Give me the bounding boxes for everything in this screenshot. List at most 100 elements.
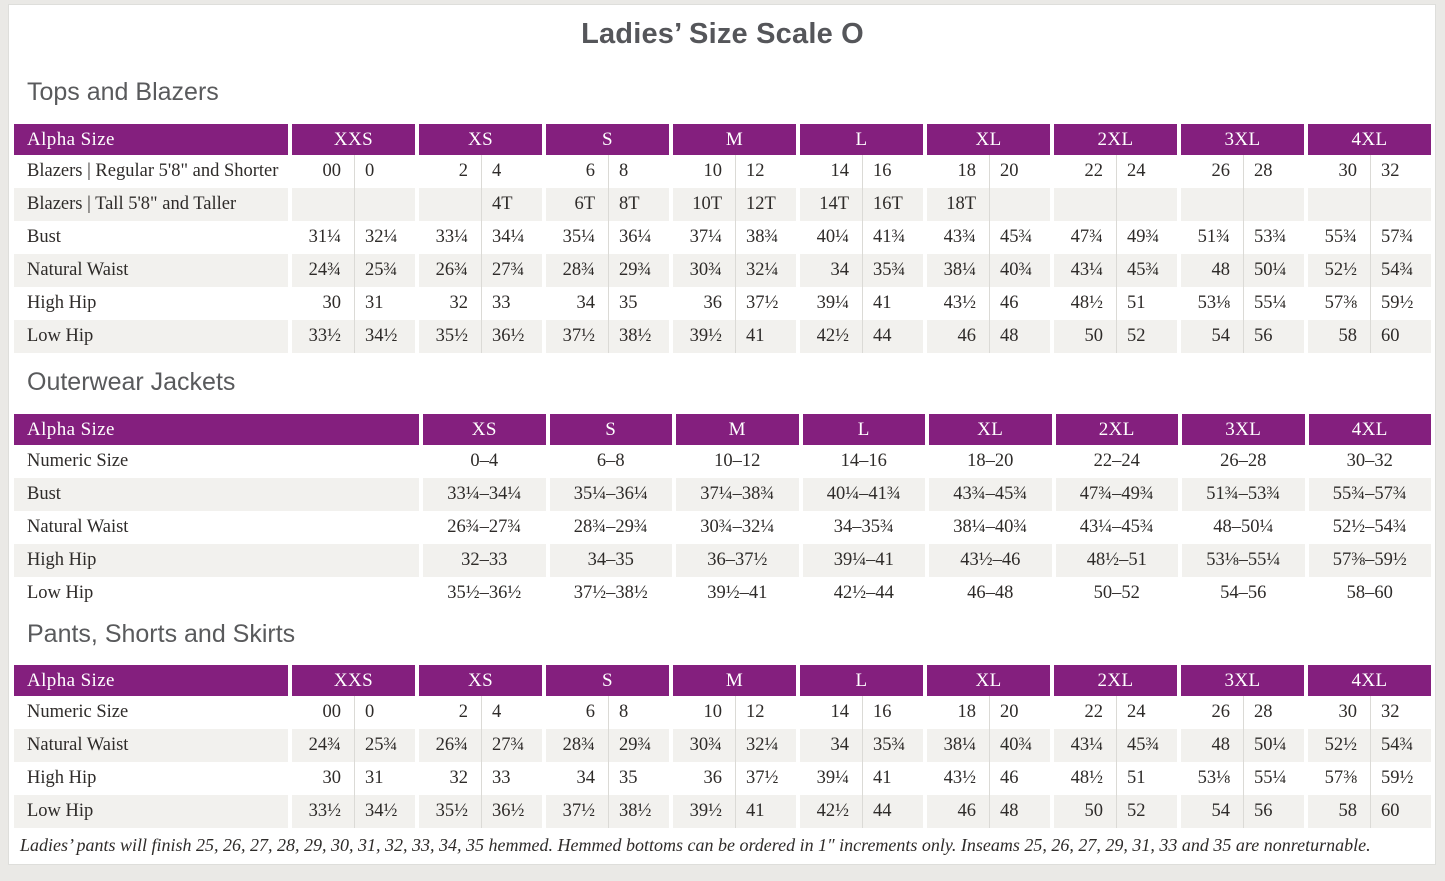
size-cell <box>415 188 481 221</box>
size-cell: 4T <box>481 188 542 221</box>
size-cell: 43¼ <box>1050 254 1116 287</box>
table-row: Low Hip 35½–36½ 37½–38½ 39½–41 42½–44 46–48 50… <box>14 577 1431 610</box>
section-heading-pants-shorts-skirts: Pants, Shorts and Skirts <box>27 620 296 648</box>
size-cell: 0–4 <box>419 445 546 478</box>
size-cell: 53¾ <box>1243 221 1304 254</box>
size-cell: 34½ <box>354 795 415 828</box>
size-cell: 32¼ <box>354 221 415 254</box>
row-label: Natural Waist <box>27 260 129 280</box>
size-cell: 34 <box>542 287 608 320</box>
table-row: High Hip 32–33 34–35 36–37½ 39¼–41 43½–46 48½–… <box>14 544 1431 577</box>
size-cell: 36½ <box>481 320 542 353</box>
size-cell: 43½ <box>923 762 989 795</box>
size-cell: 59½ <box>1370 287 1431 320</box>
size-cell: 52 <box>1116 795 1177 828</box>
size-cell: 30 <box>1304 696 1370 729</box>
size-cell: 41 <box>862 287 923 320</box>
table-row: Bust 31¼ 32¼ 33¼ 34¼ 35¼ 36¼ 37¼ 38¾ 40¼ 41¾ 43¾ 45¾… <box>14 221 1432 254</box>
size-cell: 41 <box>862 762 923 795</box>
size-cell: 27¾ <box>481 729 542 762</box>
size-cell: 29¾ <box>608 729 669 762</box>
size-cell: 30¾ <box>669 254 735 287</box>
size-cell: 39¼–41 <box>798 544 926 577</box>
size-cell: 33¼ <box>415 221 481 254</box>
size-cell: 37¼ <box>669 221 735 254</box>
size-cell: 14 <box>796 155 862 188</box>
size-cell: 32 <box>415 287 481 320</box>
section-heading-tops-and-blazers: Tops and Blazers <box>27 78 219 106</box>
size-cell: 22 <box>1050 696 1116 729</box>
size-cell: 28 <box>1243 155 1304 188</box>
size-cell: 26¾–27¾ <box>419 511 546 544</box>
table-row: High Hip 30 31 32 33 34 35 36 37½ 39¼ 41 43½ 46 48½ 51… <box>14 762 1432 795</box>
size-cell: 12 <box>735 155 796 188</box>
row-label: Blazers | Tall 5'8" and Taller <box>27 194 237 214</box>
size-cell: 32 <box>1370 696 1431 729</box>
row-label: High Hip <box>27 768 97 788</box>
size-cell <box>1050 188 1116 221</box>
column-header-3xl: 3XL <box>1177 665 1305 696</box>
column-header-xl: XL <box>923 124 1051 155</box>
alpha-size-header: Alpha Size <box>14 414 419 445</box>
size-cell: 56 <box>1243 795 1304 828</box>
size-cell: 57⅜ <box>1304 287 1370 320</box>
size-cell: 51 <box>1116 762 1177 795</box>
size-cell: 39½ <box>669 320 735 353</box>
column-header-3xl: 3XL <box>1177 124 1305 155</box>
size-cell: 36½ <box>481 795 542 828</box>
table-row: High Hip 30 31 32 33 34 35 36 37½ 39¼ 41 43½ 46 48½ 51… <box>14 287 1432 320</box>
size-cell: 55¼ <box>1243 287 1304 320</box>
size-cell: 4 <box>481 696 542 729</box>
size-cell: 22 <box>1050 155 1116 188</box>
size-cell: 60 <box>1370 795 1431 828</box>
size-cell: 38¼–40¾ <box>925 511 1052 544</box>
size-cell: 20 <box>989 155 1050 188</box>
size-cell: 58–60 <box>1304 577 1432 610</box>
size-cell: 46 <box>923 795 989 828</box>
size-cell: 48½–51 <box>1051 544 1179 577</box>
size-cell: 51¾ <box>1177 221 1243 254</box>
size-cell: 57¾ <box>1370 221 1431 254</box>
size-cell: 4 <box>481 155 542 188</box>
size-cell: 34 <box>542 762 608 795</box>
size-cell: 53⅛–55¼ <box>1178 544 1305 577</box>
size-cell: 6T <box>542 188 608 221</box>
size-cell: 43¼–45¾ <box>1051 511 1179 544</box>
size-cell: 44 <box>862 795 923 828</box>
size-cell: 35½ <box>415 795 481 828</box>
size-cell: 50 <box>1050 320 1116 353</box>
size-cell: 0 <box>354 696 415 729</box>
size-cell: 48½ <box>1050 287 1116 320</box>
size-cell: 24¾ <box>288 254 354 287</box>
size-table-pants-shorts-skirts: Alpha Size XXS XS S M L XL 2XL 3XL 4XL Numeric Siz… <box>14 665 1432 828</box>
header-row: Alpha Size XS S M L XL 2XL 3XL 4XL <box>14 414 1431 445</box>
size-cell: 45¾ <box>1116 254 1177 287</box>
table-row: Numeric Size 0–4 6–8 10–12 14–16 18–20 22–24 26… <box>14 445 1431 478</box>
column-header-s: S <box>542 124 669 155</box>
size-cell: 54¾ <box>1370 729 1431 762</box>
size-cell: 31¼ <box>288 221 354 254</box>
size-cell: 27¾ <box>481 254 542 287</box>
table-row: Natural Waist 24¾ 25¾ 26¾ 27¾ 28¾ 29¾ 30¾ 32¼ 34 3… <box>14 254 1432 287</box>
size-cell: 36 <box>669 287 735 320</box>
size-cell: 37½ <box>542 320 608 353</box>
size-cell: 6–8 <box>545 445 673 478</box>
size-cell <box>288 188 354 221</box>
table-row: Numeric Size 00 0 2 4 6 8 10 12 14 16 18 20 22 24 26 28 3… <box>14 696 1432 729</box>
size-cell: 55¼ <box>1243 762 1304 795</box>
size-cell: 33¼–34¼ <box>419 478 546 511</box>
size-cell: 47¾ <box>1050 221 1116 254</box>
size-cell: 18T <box>923 188 989 221</box>
size-cell: 46 <box>989 287 1050 320</box>
size-cell: 26 <box>1177 155 1243 188</box>
column-header-2xl: 2XL <box>1051 414 1178 445</box>
size-cell: 40¼–41¾ <box>798 478 926 511</box>
row-label: Low Hip <box>27 583 94 603</box>
size-cell: 54–56 <box>1178 577 1305 610</box>
table-row: Low Hip 33½ 34½ 35½ 36½ 37½ 38½ 39½ 41 42½ 44 46 48 5… <box>14 795 1432 828</box>
size-cell: 30 <box>288 287 354 320</box>
size-cell: 29¾ <box>608 254 669 287</box>
size-cell: 38½ <box>608 320 669 353</box>
size-cell: 45¾ <box>989 221 1050 254</box>
column-header-m: M <box>669 665 797 696</box>
